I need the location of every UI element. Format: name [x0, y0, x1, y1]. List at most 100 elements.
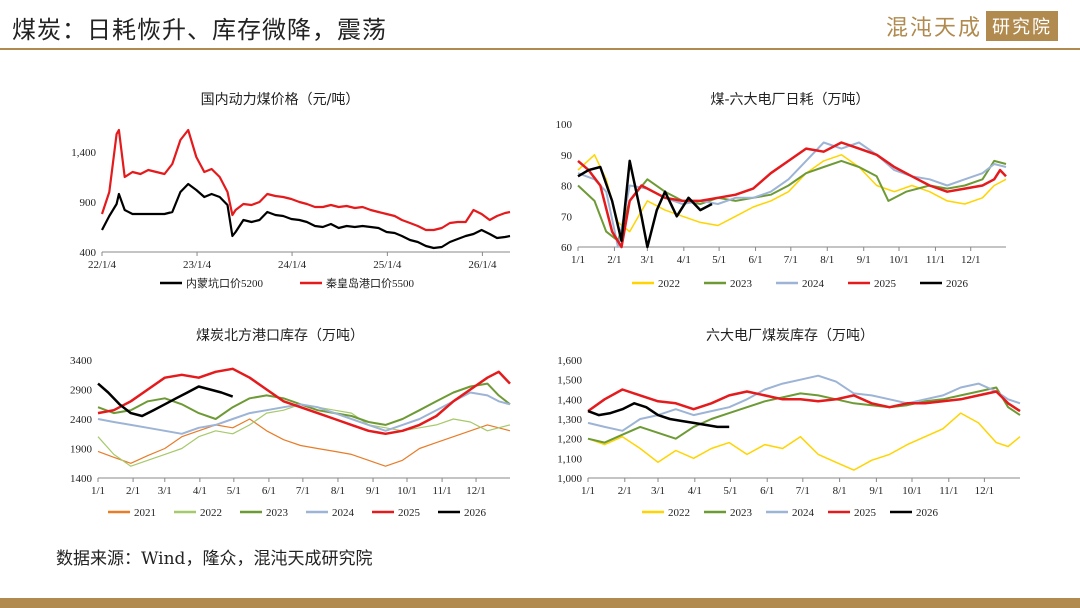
x-tick-label: 7/1	[296, 485, 310, 497]
chart-title: 煤炭北方港口库存（万吨）	[196, 328, 364, 344]
x-tick-label: 3/1	[651, 485, 665, 497]
legend-label: 2026	[946, 278, 969, 290]
y-tick-label: 1,500	[557, 375, 582, 387]
x-tick-label: 9/1	[857, 254, 871, 266]
legend-label: 2025	[398, 507, 421, 519]
legend-label: 2022	[658, 278, 680, 290]
y-tick-label: 2900	[70, 385, 93, 397]
x-tick-label: 3/1	[158, 485, 172, 497]
x-tick-label: 11/1	[939, 485, 958, 497]
logo-text: 混沌天成	[885, 16, 982, 41]
y-tick-label: 60	[561, 242, 573, 254]
x-tick-label: 9/1	[366, 485, 380, 497]
x-tick-label: 7/1	[796, 485, 810, 497]
series-line-2025	[587, 388, 1021, 413]
x-tick-label: 6/1	[262, 485, 276, 497]
chart-price: 国内动力煤价格（元/吨） 400 900 1,400 22/1/4 23/1/4 24/1/…	[71, 92, 511, 290]
legend-label: 2024	[792, 507, 815, 519]
chart-title: 国内动力煤价格（元/吨）	[201, 92, 360, 108]
x-tick-label: 6/1	[760, 485, 774, 497]
x-tick-label: 4/1	[677, 254, 691, 266]
y-tick-label: 90	[561, 150, 573, 162]
x-tick-label: 2/1	[607, 254, 621, 266]
x-tick-label: 10/1	[902, 485, 922, 497]
y-tick-label: 1400	[70, 473, 93, 485]
series-line-2023	[587, 386, 1021, 444]
legend-label: 2025	[874, 278, 897, 290]
y-tick-label: 400	[80, 247, 97, 259]
series-line-2022	[97, 403, 511, 467]
x-tick-label: 1/1	[571, 254, 585, 266]
legend-label: 2022	[668, 507, 690, 519]
y-tick-label: 2400	[70, 414, 93, 426]
y-tick-label: 900	[80, 197, 97, 209]
series-line-2026	[587, 402, 730, 429]
x-tick-label: 24/1/4	[278, 259, 307, 271]
series-line-2025	[577, 141, 1007, 249]
x-tick-label: 22/1/4	[88, 259, 117, 271]
x-tick-label: 1/1	[91, 485, 105, 497]
legend-label: 2022	[200, 507, 222, 519]
x-tick-label: 2/1	[126, 485, 140, 497]
legend-label: 2026	[916, 507, 939, 519]
chart-title: 煤-六大电厂日耗（万吨）	[710, 92, 869, 108]
series-line-2026	[97, 382, 234, 418]
y-tick-label: 1,100	[557, 453, 582, 465]
series-line-秦皇岛港口价5500	[100, 128, 511, 232]
x-tick-label: 11/1	[433, 485, 452, 497]
x-tick-label: 25/1/4	[373, 259, 402, 271]
x-tick-label: 2/1	[618, 485, 632, 497]
y-tick-label: 80	[561, 181, 573, 193]
data-source-note: 数据来源：Wind，隆众，混沌天成研究院	[56, 549, 373, 569]
x-tick-label: 12/1	[466, 485, 486, 497]
series-line-2023	[97, 382, 511, 426]
logo-badge: 研究院	[986, 11, 1058, 41]
x-tick-label: 8/1	[833, 485, 847, 497]
chart-title: 六大电厂煤炭库存（万吨）	[706, 328, 874, 344]
y-tick-label: 1,400	[557, 394, 582, 406]
page-title: 煤炭：日耗恢升、库存微降，震荡	[12, 16, 387, 44]
x-tick-label: 5/1	[227, 485, 241, 497]
chart-port-inventory: 煤炭北方港口库存（万吨） 1400 1900 2400 2900 3400 1/1 2/1 3/…	[70, 328, 511, 519]
x-tick-label: 26/1/4	[468, 259, 497, 271]
series-line-2021	[97, 418, 511, 467]
x-tick-label: 7/1	[784, 254, 798, 266]
series-line-2022	[587, 412, 1021, 471]
x-tick-label: 5/1	[723, 485, 737, 497]
series-line-2026	[577, 159, 713, 249]
x-tick-label: 9/1	[869, 485, 883, 497]
y-tick-label: 1,400	[71, 147, 96, 159]
x-tick-label: 3/1	[640, 254, 654, 266]
chart-daily-consumption: 煤-六大电厂日耗（万吨） 60 70 80 90 100 1/1 2/1 3/1 4/1 5/1 6/…	[556, 92, 1007, 290]
legend-label: 秦皇岛港口价5500	[326, 276, 414, 290]
x-tick-label: 4/1	[193, 485, 207, 497]
legend-label: 2023	[730, 507, 753, 519]
x-tick-label: 5/1	[712, 254, 726, 266]
x-tick-label: 11/1	[926, 254, 945, 266]
legend-label: 内蒙坑口价5200	[186, 276, 263, 290]
y-tick-label: 1,600	[557, 355, 582, 367]
x-tick-label: 6/1	[749, 254, 763, 266]
legend-label: 2025	[854, 507, 877, 519]
x-tick-label: 10/1	[889, 254, 909, 266]
series-line-内蒙坑口价5200	[101, 182, 511, 250]
x-tick-label: 1/1	[581, 485, 595, 497]
series-line-2025	[97, 367, 511, 436]
y-tick-label: 1,000	[557, 473, 582, 485]
legend-label: 2024	[802, 278, 825, 290]
y-tick-label: 3400	[70, 355, 93, 367]
x-tick-label: 4/1	[688, 485, 702, 497]
legend-label: 2023	[730, 278, 753, 290]
footer-bar	[0, 598, 1080, 608]
x-tick-label: 8/1	[331, 485, 345, 497]
header-divider	[0, 48, 1080, 50]
legend-label: 2021	[134, 507, 156, 519]
series-line-2023	[577, 159, 1007, 242]
y-tick-label: 1,300	[557, 414, 582, 426]
y-tick-label: 70	[561, 211, 573, 223]
series-line-2024	[587, 374, 1021, 432]
legend-label: 2024	[332, 507, 355, 519]
legend-label: 2026	[464, 507, 487, 519]
y-tick-label: 100	[556, 119, 573, 131]
y-tick-label: 1900	[70, 444, 93, 456]
